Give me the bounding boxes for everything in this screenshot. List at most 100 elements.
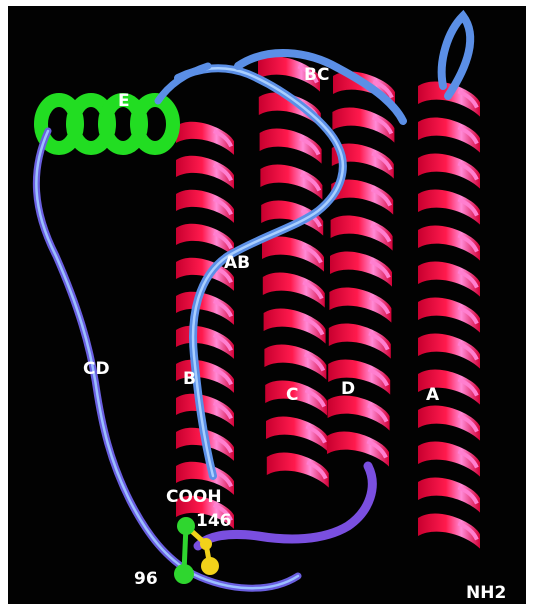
helix-turn xyxy=(418,261,480,297)
helix-turn xyxy=(259,128,322,164)
atom-yellow xyxy=(201,557,219,575)
helix-turn xyxy=(329,287,392,323)
helix-turn xyxy=(176,359,234,393)
helix-highlight xyxy=(212,503,233,522)
helix-turn xyxy=(264,344,327,380)
helix-turn xyxy=(418,153,480,189)
helix-highlight xyxy=(457,125,479,145)
helix-turn xyxy=(418,189,480,225)
helix-turn xyxy=(330,215,393,251)
helix-turn xyxy=(331,179,394,215)
helix-highlight xyxy=(366,439,388,459)
helix-turn xyxy=(263,308,326,344)
helix-highlight xyxy=(370,187,392,207)
helix-highlight xyxy=(370,223,392,243)
helix-a xyxy=(418,81,480,549)
helix-highlight xyxy=(457,413,479,433)
helix-highlight xyxy=(457,521,479,541)
loop-cd-highlight xyxy=(35,129,300,590)
helix-turn xyxy=(258,92,321,128)
helix-highlight xyxy=(457,341,479,361)
loop-ab-highlight xyxy=(176,67,345,478)
protein-ribbon-panel: E BC AB CD B C D A COOH 146 96 NH2 xyxy=(8,6,526,604)
helix-highlight xyxy=(369,259,391,279)
helix-turn xyxy=(331,143,394,179)
helix-turn xyxy=(266,416,328,452)
atom-yellow xyxy=(200,538,212,550)
label-nh2: NH2 xyxy=(466,583,506,603)
helix-turn xyxy=(176,495,234,529)
label-a: A xyxy=(426,385,440,405)
helix-highlight xyxy=(457,161,479,181)
loop-d-bottom xyxy=(193,461,377,551)
helix-highlight xyxy=(212,231,233,250)
atom-green xyxy=(177,517,195,535)
helix-c xyxy=(258,56,329,488)
helix-turn xyxy=(176,121,234,155)
label-cd: CD xyxy=(83,359,110,379)
helix-highlight xyxy=(457,233,479,253)
helix-turn xyxy=(327,431,389,467)
helix-highlight xyxy=(372,79,394,99)
helix-turn xyxy=(418,297,480,333)
helix-highlight xyxy=(457,377,479,397)
helix-turn xyxy=(418,513,480,549)
helix-highlight xyxy=(299,136,321,156)
label-c: C xyxy=(286,385,298,405)
loop-cd xyxy=(32,127,302,592)
loop-a-top xyxy=(437,9,475,100)
helix-highlight xyxy=(457,449,479,469)
helix-e-turn xyxy=(130,93,180,155)
helix-highlight xyxy=(457,197,479,217)
helix-highlight xyxy=(212,367,233,386)
label-d: D xyxy=(341,379,355,399)
atom-green xyxy=(174,564,194,584)
label-cooh: COOH xyxy=(166,487,222,507)
helix-highlight xyxy=(212,129,233,148)
helix-turn xyxy=(418,405,480,441)
helix-highlight xyxy=(301,244,323,264)
protein-ribbon-diagram: E BC AB CD B C D A COOH 146 96 NH2 xyxy=(32,9,506,603)
helix-turn xyxy=(176,189,234,223)
helix-highlight xyxy=(212,333,233,352)
helix-highlight xyxy=(212,163,233,182)
helix-turn xyxy=(266,452,329,488)
helix-turn xyxy=(265,380,328,416)
label-96: 96 xyxy=(134,569,158,589)
helix-highlight xyxy=(302,280,324,300)
helix-turn xyxy=(176,461,234,495)
helix-highlight xyxy=(457,305,479,325)
helix-turn xyxy=(176,393,234,427)
helix-highlight xyxy=(212,299,233,318)
helix-highlight xyxy=(457,485,479,505)
helix-highlight xyxy=(212,197,233,216)
helix-turn xyxy=(328,323,391,359)
helix-highlight xyxy=(371,115,394,135)
helix-highlight xyxy=(212,401,233,420)
loop-e-top xyxy=(154,62,212,105)
label-b: B xyxy=(183,369,196,389)
helix-highlight xyxy=(212,435,233,454)
helix-turn xyxy=(176,291,234,325)
helix-d xyxy=(327,71,395,467)
helix-highlight xyxy=(305,424,327,444)
helix-highlight xyxy=(304,388,326,408)
helix-turn xyxy=(176,155,234,189)
helix-turn xyxy=(418,441,480,477)
label-e: E xyxy=(118,91,130,111)
helix-turn xyxy=(330,251,392,287)
helix-turn xyxy=(332,107,395,143)
helix-turn xyxy=(328,359,391,395)
helix-highlight xyxy=(306,460,328,480)
helix-e xyxy=(34,93,180,155)
helix-turn xyxy=(262,272,325,308)
helix-highlight xyxy=(367,367,389,387)
helix-b xyxy=(176,121,234,529)
helix-turn xyxy=(418,477,480,513)
label-ab: AB xyxy=(224,253,250,273)
helix-highlight xyxy=(367,403,389,423)
helix-highlight xyxy=(299,172,322,192)
helix-turn xyxy=(262,236,324,272)
helix-highlight xyxy=(368,331,390,351)
